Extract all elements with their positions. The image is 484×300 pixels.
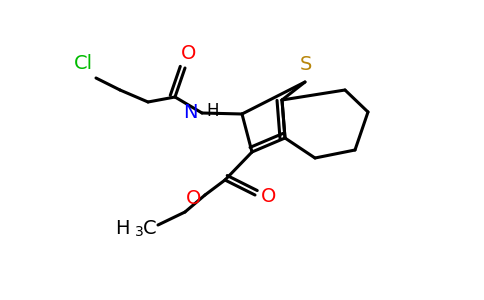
Text: H: H	[116, 218, 130, 238]
Text: C: C	[143, 218, 157, 238]
Text: S: S	[300, 55, 312, 74]
Text: 3: 3	[135, 225, 144, 239]
Text: Cl: Cl	[74, 54, 93, 73]
Text: O: O	[182, 44, 197, 63]
Text: H: H	[206, 102, 218, 120]
Text: O: O	[186, 190, 201, 208]
Text: O: O	[261, 188, 276, 206]
Text: N: N	[183, 103, 198, 122]
